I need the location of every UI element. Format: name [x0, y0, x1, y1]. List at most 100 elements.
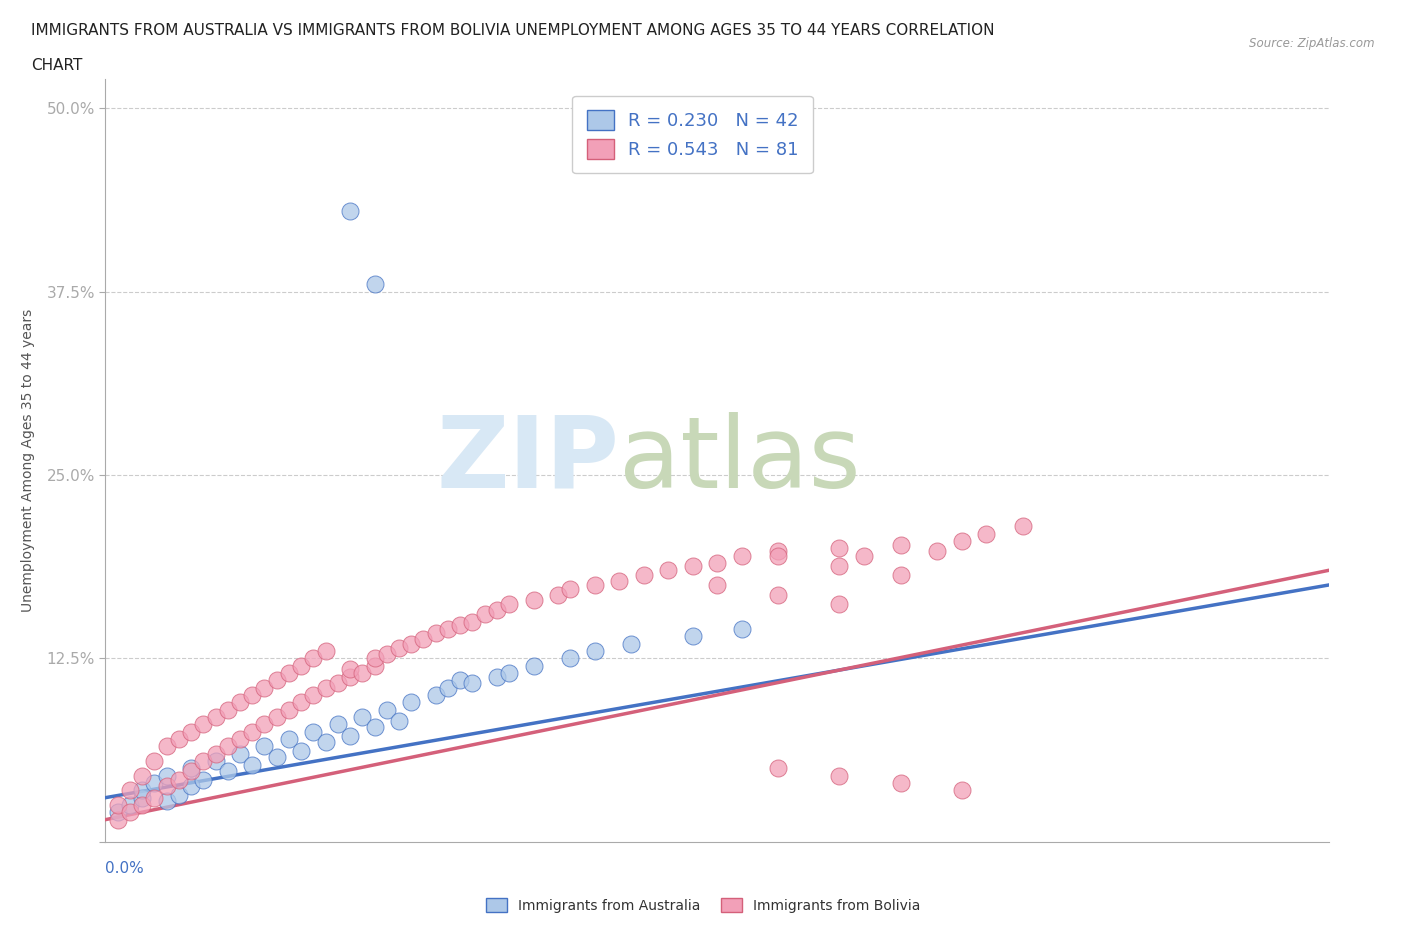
Point [339, 661, 361, 676]
Point [352, 710, 374, 724]
Legend: Immigrants from Australia, Immigrants from Bolivia: Immigrants from Australia, Immigrants fr… [481, 893, 925, 919]
Point [927, 544, 949, 559]
Point [498, 666, 520, 681]
Point [315, 680, 337, 695]
Point [682, 559, 704, 574]
Point [193, 753, 215, 768]
Point [768, 588, 790, 603]
Point [607, 573, 630, 588]
Point [180, 761, 202, 776]
Point [633, 567, 655, 582]
Point [229, 732, 252, 747]
Point [461, 614, 484, 629]
Point [768, 544, 790, 559]
Point [180, 724, 202, 739]
Point [204, 746, 226, 761]
Point [523, 592, 546, 607]
Point [352, 666, 374, 681]
Point [204, 710, 226, 724]
Point [155, 778, 177, 793]
Point [706, 555, 728, 570]
Point [375, 646, 398, 661]
Point [131, 798, 153, 813]
Point [523, 658, 546, 673]
Point [118, 804, 141, 819]
Point [107, 804, 129, 819]
Point [974, 526, 997, 541]
Point [277, 702, 299, 717]
Point [118, 783, 141, 798]
Point [143, 776, 166, 790]
Point [290, 658, 312, 673]
Point [204, 753, 226, 768]
Point [315, 735, 337, 750]
Point [167, 773, 190, 788]
Point [437, 680, 460, 695]
Point [388, 714, 411, 729]
Point [107, 798, 129, 813]
Point [277, 732, 299, 747]
Point [425, 626, 447, 641]
Point [217, 764, 239, 778]
Point [828, 559, 851, 574]
Point [828, 768, 851, 783]
Point [706, 578, 728, 592]
Point [437, 621, 460, 636]
Point [155, 793, 177, 808]
Point [547, 588, 569, 603]
Point [363, 720, 385, 735]
Point [240, 687, 263, 702]
Point [583, 644, 606, 658]
Point [657, 563, 679, 578]
Point [412, 631, 434, 646]
Text: Source: ZipAtlas.com: Source: ZipAtlas.com [1250, 37, 1375, 50]
Point [682, 629, 704, 644]
Point [485, 670, 508, 684]
Point [118, 798, 141, 813]
Point [193, 717, 215, 732]
Point [730, 549, 752, 564]
Point [852, 549, 875, 564]
Point [560, 582, 582, 597]
Point [253, 680, 276, 695]
Point [485, 603, 508, 618]
Point [474, 607, 496, 622]
Point [240, 724, 263, 739]
Point [889, 776, 911, 790]
Point [193, 773, 215, 788]
Point [131, 790, 153, 805]
Point [1011, 519, 1033, 534]
Point [363, 658, 385, 673]
Point [620, 636, 643, 651]
Point [266, 710, 288, 724]
Text: IMMIGRANTS FROM AUSTRALIA VS IMMIGRANTS FROM BOLIVIA UNEMPLOYMENT AMONG AGES 35 : IMMIGRANTS FROM AUSTRALIA VS IMMIGRANTS … [31, 23, 994, 38]
Point [131, 783, 153, 798]
Point [363, 277, 385, 292]
Text: atlas: atlas [619, 412, 860, 509]
Point [143, 753, 166, 768]
Point [143, 790, 166, 805]
Point [290, 695, 312, 710]
Point [399, 636, 422, 651]
Point [302, 724, 325, 739]
Point [253, 717, 276, 732]
Point [217, 702, 239, 717]
Point [730, 621, 752, 636]
Point [302, 651, 325, 666]
Point [326, 717, 349, 732]
Point [889, 538, 911, 552]
Point [399, 695, 422, 710]
Point [180, 778, 202, 793]
Point [950, 783, 973, 798]
Text: ZIP: ZIP [436, 412, 619, 509]
Point [266, 750, 288, 764]
Point [889, 567, 911, 582]
Text: 0.0%: 0.0% [105, 861, 145, 876]
Point [768, 549, 790, 564]
Point [560, 651, 582, 666]
Point [229, 695, 252, 710]
Point [339, 728, 361, 743]
Y-axis label: Unemployment Among Ages 35 to 44 years: Unemployment Among Ages 35 to 44 years [21, 309, 35, 612]
Point [388, 641, 411, 656]
Point [461, 676, 484, 691]
